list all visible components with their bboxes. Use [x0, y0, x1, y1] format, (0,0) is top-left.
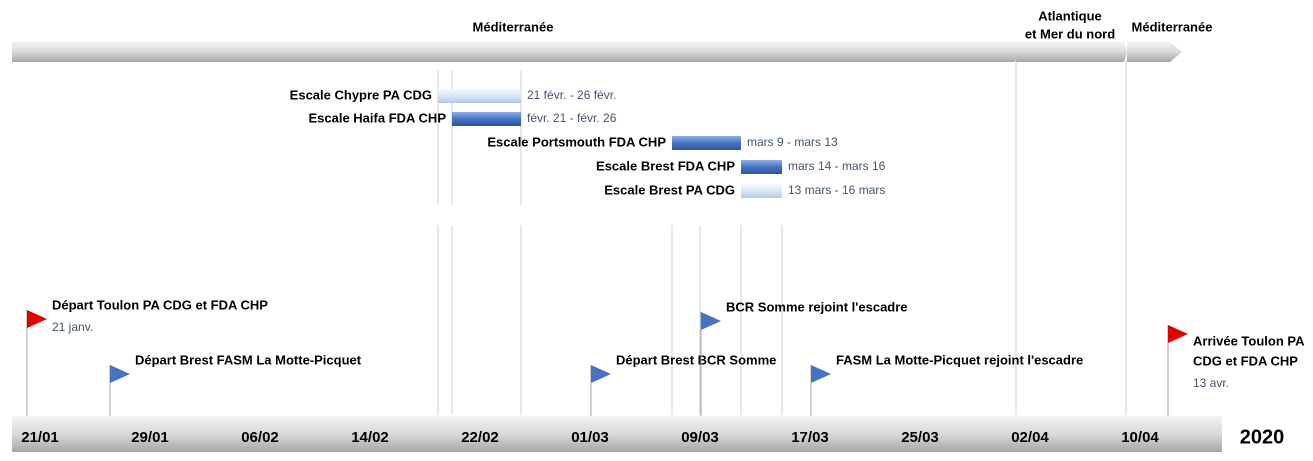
task-dates: 13 mars - 16 mars — [788, 183, 885, 197]
milestone-label: Départ Brest BCR Somme — [616, 352, 776, 367]
milestone-label: FASM La Motte-Picquet rejoint l'escadre — [836, 352, 1083, 367]
tasks: Escale Chypre PA CDG 21 févr. - 26 févr. E… — [290, 87, 886, 198]
phase-label: Méditerranée — [473, 19, 554, 34]
task-dates: févr. 21 - févr. 26 — [527, 111, 617, 125]
milestone-label: Arrivée Toulon PA — [1193, 333, 1305, 348]
task-dates: 21 févr. - 26 févr. — [527, 88, 616, 102]
axis-date: 02/04 — [1011, 429, 1049, 446]
flag — [27, 310, 47, 328]
milestone-date: 13 avr. — [1193, 376, 1229, 390]
axis-date: 21/01 — [21, 429, 59, 446]
task-bar — [438, 89, 521, 103]
milestone-label: CDG et FDA CHP — [1193, 353, 1298, 368]
milestone-label: Départ Toulon PA CDG et FDA CHP — [52, 297, 268, 312]
axis-date: 25/03 — [901, 429, 939, 446]
flag — [701, 312, 721, 330]
phase-label: Atlantique — [1038, 8, 1102, 23]
milestones: Départ Toulon PA CDG et FDA CHP 21 janv. D… — [26, 297, 1305, 416]
axis-date: 29/01 — [131, 429, 169, 446]
axis-date: 09/03 — [681, 429, 719, 446]
task-label: Escale Haifa FDA CHP — [308, 110, 446, 125]
milestone-label: BCR Somme rejoint l'escadre — [726, 299, 908, 314]
task-label: Escale Brest FDA CHP — [596, 158, 735, 173]
axis-bar — [12, 416, 1222, 452]
task-bar — [741, 160, 782, 174]
milestone-date: 21 janv. — [52, 320, 93, 334]
phase-label: Méditerranée — [1132, 19, 1213, 34]
axis-date: 14/02 — [351, 429, 389, 446]
flag — [110, 365, 130, 383]
axis-date: 22/02 — [461, 429, 499, 446]
flag — [1168, 325, 1188, 343]
task-bar — [672, 136, 741, 150]
task-dates: mars 9 - mars 13 — [747, 135, 838, 149]
axis-date: 17/03 — [791, 429, 829, 446]
task-dates: mars 14 - mars 16 — [788, 159, 886, 173]
axis-date: 01/03 — [571, 429, 609, 446]
axis-date: 10/04 — [1121, 429, 1159, 446]
year: 2020 — [1240, 426, 1285, 448]
flag — [591, 365, 611, 383]
axis-labels: 21/01 29/01 06/02 14/02 22/02 01/03 09/03 17/03… — [21, 429, 1159, 446]
task-bar — [741, 184, 782, 198]
axis-date: 06/02 — [241, 429, 279, 446]
phase-band — [12, 42, 1182, 62]
task-label: Escale Brest PA CDG — [604, 182, 735, 197]
milestone-label: Départ Brest FASM La Motte-Picquet — [135, 352, 362, 367]
phase-label: et Mer du nord — [1025, 26, 1115, 41]
task-bar — [452, 112, 521, 126]
task-label: Escale Chypre PA CDG — [290, 87, 432, 102]
flag — [811, 365, 831, 383]
task-label: Escale Portsmouth FDA CHP — [487, 134, 666, 149]
